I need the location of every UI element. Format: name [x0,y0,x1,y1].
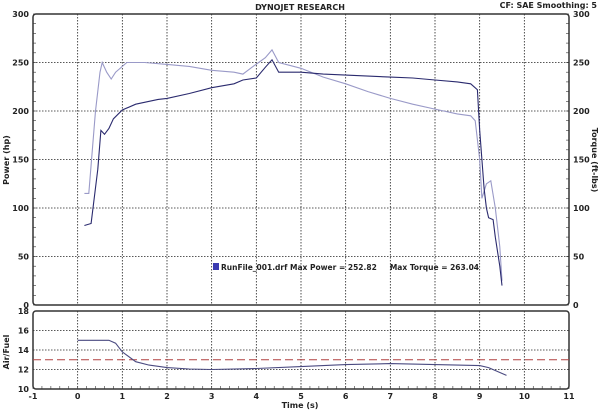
x-tick-label: 8 [432,392,438,401]
power-line [84,58,503,286]
y-tick-label-right: 200 [573,107,590,116]
y-tick-label-left: 0 [23,301,29,310]
x-tick-label: 6 [343,392,349,401]
legend-text: RunFile_001.drf Max Power = 252.82 Max T… [221,263,479,272]
afr-tick-label: 18 [18,307,30,316]
afr-tick-label: 14 [18,346,30,355]
y-tick-label-right: 0 [573,301,579,310]
x-tick-label: 9 [477,392,483,401]
y-tick-label-left: 250 [12,59,29,68]
y-axis-label-power: Power (hp) [2,135,11,185]
chart-title: DYNOJET RESEARCH [255,3,345,12]
y-tick-label-left: 300 [12,10,29,19]
legend-swatch [213,263,219,270]
y-tick-label-left: 200 [12,107,29,116]
x-tick-label: 10 [519,392,531,401]
y-tick-label-left: 150 [12,156,29,165]
y-tick-label-right: 50 [573,253,585,262]
y-tick-label-right: 300 [573,10,590,19]
series-lines [33,48,569,376]
x-tick-label: 5 [298,392,304,401]
settings-label: CF: SAE Smoothing: 5 [500,1,598,10]
x-axis-label: Time (s) [282,401,319,410]
y-axis-label-torque: Torque (ft-lbs) [590,128,599,193]
y-tick-label-right: 150 [573,156,590,165]
afr-tick-label: 10 [18,385,30,394]
afr-tick-label: 16 [18,327,30,336]
torque-line [84,48,503,281]
x-tick-label: 4 [254,392,260,401]
x-tick-label: -1 [29,392,38,401]
y-tick-label-right: 250 [573,59,590,68]
y-axis-label-afr: Air/Fuel [2,334,11,369]
afr-tick-label: 12 [18,366,29,375]
upper-grid [33,14,569,305]
x-tick-label: 2 [164,392,170,401]
x-tick-label: 3 [209,392,215,401]
x-tick-label: 0 [75,392,81,401]
lower-grid [33,311,569,389]
x-tick-label: 1 [120,392,126,401]
y-tick-label-left: 100 [12,204,29,213]
x-tick-label: 11 [563,392,575,401]
x-tick-label: 7 [388,392,394,401]
y-tick-label-right: 100 [573,204,590,213]
afr-line [77,339,507,376]
y-tick-label-left: 50 [18,253,30,262]
